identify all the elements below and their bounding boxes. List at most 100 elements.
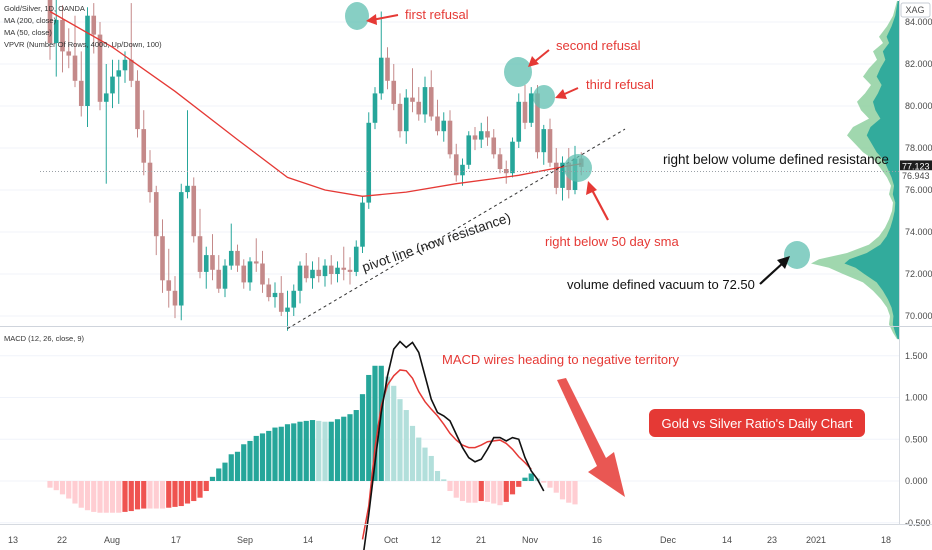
candle bbox=[335, 267, 340, 274]
histogram-bar bbox=[378, 365, 384, 481]
candle bbox=[160, 236, 165, 281]
price-tick-label: 76.000 bbox=[905, 185, 932, 195]
histogram-bar bbox=[147, 481, 153, 509]
histogram-bar bbox=[547, 481, 553, 488]
histogram-bar bbox=[222, 462, 228, 481]
candle bbox=[316, 269, 322, 277]
histogram-bar bbox=[228, 454, 234, 481]
candle bbox=[372, 93, 378, 123]
time-tick-label: 18 bbox=[881, 535, 891, 545]
time-tick-label: 17 bbox=[171, 535, 181, 545]
candle bbox=[522, 101, 528, 123]
grid bbox=[0, 21, 899, 524]
price-tick-label: 82.000 bbox=[905, 59, 932, 69]
candle bbox=[378, 57, 384, 94]
histogram-bar bbox=[397, 399, 403, 481]
histogram-bar bbox=[484, 481, 491, 502]
price-tick-label: 80.000 bbox=[905, 101, 932, 111]
candle bbox=[247, 261, 253, 283]
histogram-bar bbox=[259, 433, 266, 481]
candle bbox=[72, 55, 78, 81]
histogram-bar bbox=[134, 481, 141, 510]
candle bbox=[185, 185, 190, 193]
refusal-circle-2 bbox=[504, 57, 532, 87]
candle bbox=[178, 192, 184, 306]
candle bbox=[78, 80, 84, 106]
histogram-bar bbox=[166, 481, 172, 508]
arrow-second-refusal bbox=[528, 49, 550, 67]
histogram-bar bbox=[59, 481, 66, 495]
annotation-sma50: right below 50 day sma bbox=[545, 234, 679, 249]
histogram-bar bbox=[491, 481, 497, 504]
histogram-bar bbox=[84, 481, 91, 511]
candle bbox=[422, 87, 428, 115]
candle bbox=[478, 131, 484, 140]
annotation-third-refusal: third refusal bbox=[586, 77, 654, 92]
histogram-bar bbox=[497, 481, 503, 506]
candle bbox=[516, 101, 522, 142]
candle bbox=[453, 154, 459, 176]
price-tick-label: 74.000 bbox=[905, 227, 932, 237]
last-price-tag bbox=[900, 160, 932, 173]
candle bbox=[197, 236, 203, 272]
price-tick-label: 84.000 bbox=[905, 17, 932, 27]
histogram-bar bbox=[291, 423, 297, 481]
annotation-first-refusal: first refusal bbox=[405, 7, 469, 22]
price-tick-label: 72.000 bbox=[905, 269, 932, 279]
candles[interactable] bbox=[47, 0, 584, 331]
arrow-macd-negative bbox=[557, 378, 625, 497]
annotation-vacuum: volume defined vacuum to 72.50 bbox=[567, 277, 755, 292]
price-axis[interactable]: 84.000 82.000 80.000 78.000 76.000 74.000 72.0… bbox=[900, 2, 932, 321]
histogram-bar bbox=[209, 476, 216, 481]
histogram-bar bbox=[572, 481, 578, 505]
histogram-bar bbox=[159, 481, 166, 509]
macd-tick-label: 1.500 bbox=[905, 351, 928, 361]
volume-profile-up bbox=[844, 1, 899, 340]
candle bbox=[466, 135, 472, 165]
histogram-bar bbox=[347, 414, 353, 481]
histogram-bar bbox=[116, 481, 122, 513]
macd-lines bbox=[361, 340, 545, 550]
time-tick-label: 21 bbox=[476, 535, 486, 545]
candle bbox=[291, 290, 297, 308]
candle bbox=[385, 57, 390, 81]
candle bbox=[535, 93, 540, 153]
price-axis-badge bbox=[900, 2, 931, 18]
histogram-bar bbox=[216, 468, 222, 481]
refusal-circle-3 bbox=[533, 85, 555, 109]
histogram-bar bbox=[278, 426, 284, 481]
histogram-bar bbox=[178, 481, 184, 507]
candle bbox=[485, 131, 490, 138]
time-tick-label: 16 bbox=[592, 535, 602, 545]
histogram-bar bbox=[128, 481, 134, 512]
legend-vpvr: VPVR (Number Of Rows, 4000, Up/Down, 100… bbox=[4, 40, 162, 49]
histogram-bar bbox=[409, 425, 416, 481]
macd-axis[interactable]: 1.500 1.000 0.500 0.000 -0.500 bbox=[905, 351, 931, 528]
histogram-bar bbox=[109, 481, 116, 513]
macd-histogram[interactable] bbox=[47, 365, 578, 513]
candle bbox=[410, 97, 415, 102]
price-axis-badge-text: XAG bbox=[905, 5, 924, 15]
candle bbox=[153, 192, 159, 237]
candle bbox=[303, 265, 309, 279]
histogram-bar bbox=[72, 481, 78, 504]
current-price-circle bbox=[564, 154, 592, 182]
candle bbox=[391, 80, 397, 104]
legend-macd: MACD (12, 26, close, 9) bbox=[4, 334, 85, 343]
histogram-bar bbox=[528, 473, 534, 481]
histogram-bar bbox=[509, 481, 516, 495]
time-tick-label: 2021 bbox=[806, 535, 826, 545]
vacuum-circle bbox=[784, 241, 810, 269]
candle bbox=[328, 265, 334, 274]
price-tick-label: 70.000 bbox=[905, 311, 932, 321]
histogram-bar bbox=[234, 451, 241, 481]
candle bbox=[260, 263, 265, 285]
histogram-bar bbox=[191, 481, 197, 502]
histogram-bar bbox=[241, 444, 247, 481]
legend-ma200: MA (200, close) bbox=[4, 16, 57, 25]
candle bbox=[472, 135, 478, 140]
time-axis[interactable]: 13 22 Aug 17 Sep 14 Oct 12 21 Nov 16 Dec 14 23 2021 18 bbox=[8, 535, 891, 545]
macd-tick-label: 0.500 bbox=[905, 434, 928, 444]
candle bbox=[110, 76, 115, 94]
